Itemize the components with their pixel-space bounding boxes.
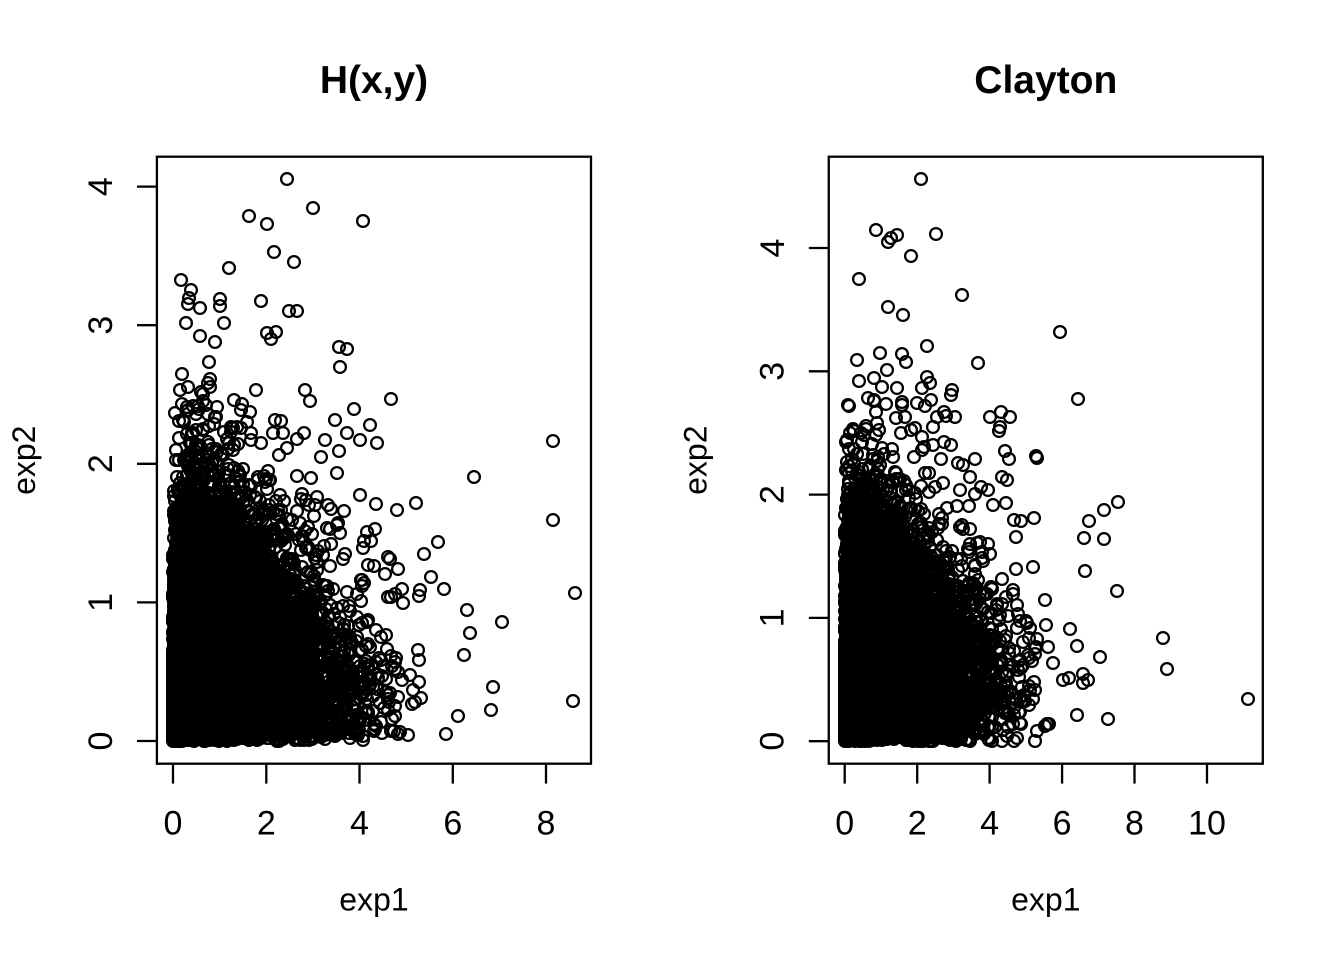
- svg-text:0: 0: [754, 732, 792, 751]
- svg-text:2: 2: [257, 804, 276, 842]
- svg-text:4: 4: [754, 239, 792, 258]
- svg-text:0: 0: [82, 732, 120, 751]
- svg-text:exp1: exp1: [339, 881, 408, 917]
- svg-text:6: 6: [1053, 804, 1072, 842]
- svg-text:3: 3: [754, 362, 792, 381]
- svg-text:2: 2: [82, 454, 120, 473]
- svg-text:4: 4: [350, 804, 369, 842]
- svg-text:exp1: exp1: [1011, 881, 1080, 917]
- svg-text:10: 10: [1188, 804, 1226, 842]
- svg-text:4: 4: [980, 804, 999, 842]
- svg-text:Clayton: Clayton: [974, 59, 1117, 102]
- svg-text:exp2: exp2: [6, 426, 42, 495]
- svg-text:1: 1: [754, 608, 792, 627]
- svg-text:2: 2: [754, 485, 792, 504]
- svg-text:8: 8: [537, 804, 556, 842]
- svg-text:8: 8: [1125, 804, 1144, 842]
- svg-text:4: 4: [82, 177, 120, 196]
- svg-text:H(x,y): H(x,y): [320, 59, 428, 102]
- svg-text:0: 0: [835, 804, 854, 842]
- svg-text:exp2: exp2: [678, 426, 714, 495]
- svg-text:1: 1: [82, 593, 120, 612]
- svg-text:0: 0: [164, 804, 183, 842]
- svg-text:6: 6: [443, 804, 462, 842]
- svg-text:3: 3: [82, 316, 120, 335]
- svg-text:2: 2: [908, 804, 927, 842]
